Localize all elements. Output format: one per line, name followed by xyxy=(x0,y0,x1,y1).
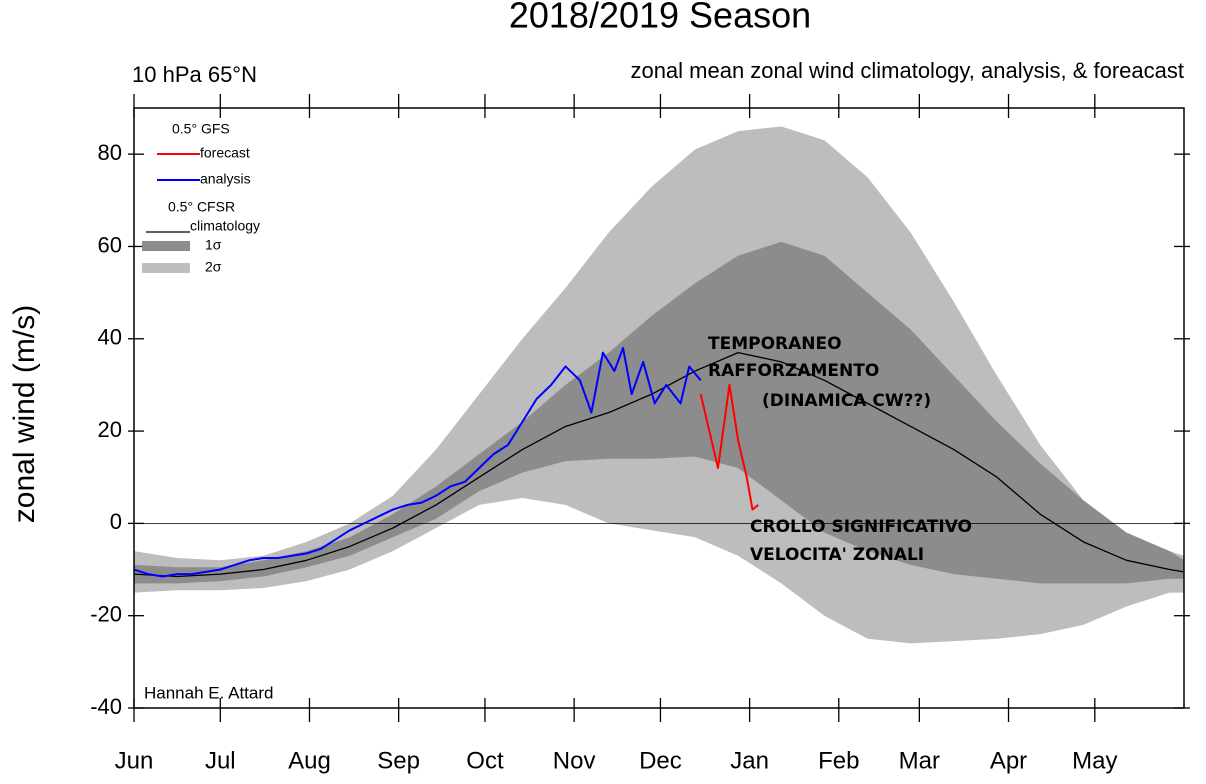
y-axis-label: zonal wind (m/s) xyxy=(8,305,41,523)
y-tick-label: 60 xyxy=(98,232,122,257)
annotation: (DINAMICA CW??) xyxy=(762,391,931,411)
legend-label: 2σ xyxy=(205,259,222,275)
annotation: CROLLO SIGNIFICATIVO xyxy=(750,517,972,537)
y-tick-label: -20 xyxy=(90,602,122,627)
legend-label: forecast xyxy=(200,145,250,161)
annotation: TEMPORANEO xyxy=(708,334,842,354)
x-tick-label: Jun xyxy=(115,747,154,774)
subtitle-right: zonal mean zonal wind climatology, analy… xyxy=(630,58,1184,83)
plot-frame xyxy=(133,107,1185,709)
legend-label: climatology xyxy=(190,218,260,234)
chart-title: 2018/2019 Season xyxy=(509,0,811,36)
x-tick-label: Apr xyxy=(990,747,1027,774)
x-tick-label: Dec xyxy=(639,747,682,774)
x-tick-label: May xyxy=(1072,747,1117,774)
annotation: VELOCITA' ZONALI xyxy=(750,545,924,565)
x-tick-label: Jul xyxy=(205,747,236,774)
y-tick-label: 80 xyxy=(98,140,122,165)
legend-swatch xyxy=(142,241,190,251)
series-line xyxy=(699,383,759,511)
legend-label: 1σ xyxy=(205,237,222,253)
y-tick-label: 40 xyxy=(98,325,122,350)
x-tick-label: Jan xyxy=(730,747,769,774)
subtitle-left: 10 hPa 65°N xyxy=(132,62,257,87)
legend-group: 0.5° GFS xyxy=(172,121,230,137)
legend-swatch xyxy=(142,263,190,273)
band-area xyxy=(134,241,1184,584)
x-tick-label: Oct xyxy=(466,747,504,774)
series-line xyxy=(133,351,1185,578)
series-line xyxy=(133,347,702,578)
x-tick-label: Sep xyxy=(377,747,420,774)
y-tick-label: 20 xyxy=(98,417,122,442)
x-tick-label: Feb xyxy=(818,747,859,774)
y-tick-label: -40 xyxy=(90,694,122,719)
x-tick-label: Mar xyxy=(899,747,940,774)
annotation: RAFFORZAMENTO xyxy=(708,361,879,381)
credit: Hannah E. Attard xyxy=(144,683,273,702)
x-tick-label: Nov xyxy=(553,747,596,774)
legend-group: 0.5° CFSR xyxy=(168,199,235,215)
legend-label: analysis xyxy=(200,171,251,187)
y-tick-label: 0 xyxy=(110,509,122,534)
x-tick-label: Aug xyxy=(288,747,331,774)
